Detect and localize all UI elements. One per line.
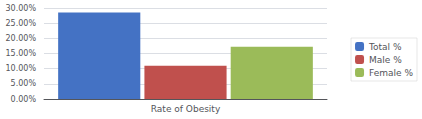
svg-text:5.00%: 5.00% bbox=[11, 79, 37, 88]
svg-text:Male %: Male % bbox=[369, 55, 402, 65]
svg-text:10.00%: 10.00% bbox=[5, 64, 36, 73]
svg-text:0.00%: 0.00% bbox=[11, 95, 37, 104]
svg-text:Total %: Total % bbox=[368, 42, 402, 52]
svg-text:Female %: Female % bbox=[369, 68, 413, 78]
svg-text:20.00%: 20.00% bbox=[5, 34, 36, 43]
svg-text:15.00%: 15.00% bbox=[5, 49, 36, 58]
svg-text:Rate of Obesity: Rate of Obesity bbox=[151, 104, 221, 114]
svg-text:25.00%: 25.00% bbox=[5, 19, 36, 28]
svg-text:30.00%: 30.00% bbox=[5, 4, 36, 13]
